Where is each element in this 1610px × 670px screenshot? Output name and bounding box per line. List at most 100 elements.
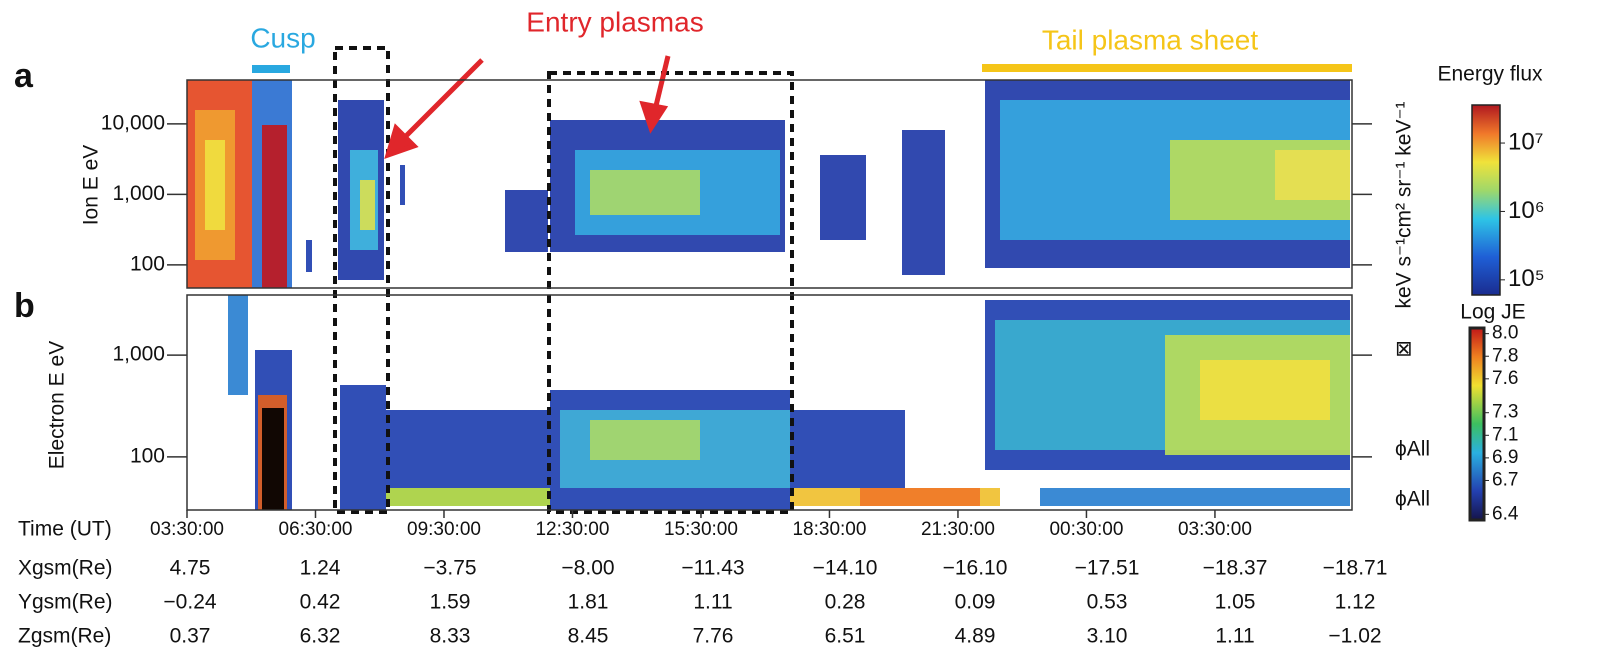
- colorbar-tick-label: 10⁷: [1508, 128, 1543, 155]
- spectrogram-patch: [306, 240, 312, 272]
- ephemeris-value: 0.28: [825, 591, 866, 614]
- ephemeris-value: 0.09: [955, 591, 996, 614]
- y-axis-label: Ion E eV: [80, 145, 103, 226]
- x-tick-label: 06:30:00: [279, 519, 353, 540]
- spectrogram-patch: [386, 410, 550, 488]
- spectrogram-patch: [262, 125, 287, 288]
- ephemeris-value: 0.42: [300, 591, 341, 614]
- y-tick-label: 1,000: [112, 343, 165, 366]
- ephemeris-value: 1.81: [568, 591, 609, 614]
- ephemeris-value: 0.53: [1087, 591, 1128, 614]
- spectrogram-patch: [205, 140, 225, 230]
- x-tick-label: 00:30:00: [1049, 519, 1123, 540]
- ephemeris-value: 1.24: [300, 557, 341, 580]
- spectrogram-patch: [860, 488, 980, 506]
- annotation: Entry plasmas: [526, 6, 703, 37]
- panel-label: b: [14, 287, 35, 325]
- arrows: [384, 55, 671, 159]
- ephemeris-value: 6.32: [300, 625, 341, 648]
- ephemeris-value: 6.51: [825, 625, 866, 648]
- ephemeris-value: 1.12: [1335, 591, 1376, 614]
- ephemeris-value: −0.24: [163, 591, 216, 614]
- y-axis-label: Electron E eV: [46, 341, 69, 469]
- ephemeris-value: 4.75: [170, 557, 211, 580]
- dashed-box: [547, 71, 794, 514]
- plot-frame: [186, 294, 1353, 511]
- colorbar-tick-label: 6.7: [1492, 469, 1518, 490]
- side-label: ϕAll: [1395, 488, 1430, 511]
- ephemeris-value: 8.33: [430, 625, 471, 648]
- colorbar-title: Energy flux: [1437, 63, 1543, 86]
- cusp-bar: [252, 65, 290, 73]
- ephemeris-value: 1.05: [1215, 591, 1256, 614]
- x-tick-label: 03:30:00: [150, 519, 224, 540]
- colorbar-tick-label: 7.6: [1492, 368, 1518, 389]
- side-label: ⊠: [1395, 338, 1413, 361]
- colorbar-tick-label: 6.4: [1492, 503, 1519, 524]
- panel-label: a: [14, 57, 34, 95]
- colorbar-tick-label: 8.0: [1492, 323, 1518, 344]
- x-axis-label: Time (UT): [18, 518, 112, 541]
- ephemeris-label: Xgsm(Re): [18, 557, 113, 580]
- colorbar-tick-label: 10⁶: [1508, 197, 1545, 224]
- x-tick-label: 09:30:00: [407, 519, 481, 540]
- dashed-box: [333, 46, 390, 514]
- spectrogram-patch: [820, 155, 866, 240]
- spectrogram-patch: [505, 190, 548, 252]
- ephemeris-label: Zgsm(Re): [18, 625, 111, 648]
- x-tick-label: 15:30:00: [664, 519, 738, 540]
- spectrogram-patch: [360, 180, 375, 230]
- ephemeris-value: 8.45: [568, 625, 609, 648]
- spectrogram-patch: [1275, 150, 1350, 200]
- ephemeris-value: 0.37: [170, 625, 211, 648]
- spectrogram-patch: [1040, 488, 1350, 506]
- ephemeris-value: −14.10: [813, 557, 878, 580]
- y-tick-label: 10,000: [101, 111, 165, 134]
- spectrogram-patch: [262, 408, 284, 510]
- side-label: ϕAll: [1395, 438, 1430, 461]
- colorbar: [1471, 104, 1501, 296]
- ephemeris-value: 1.59: [430, 591, 471, 614]
- colorbar-tick-label: 10⁵: [1508, 265, 1545, 292]
- spectrogram-patch: [400, 165, 405, 205]
- ephemeris-value: 1.11: [693, 591, 732, 614]
- x-tick-label: 12:30:00: [535, 519, 609, 540]
- spectrogram-patch: [902, 130, 945, 275]
- spectrogram-patch: [590, 420, 700, 460]
- ephemeris-value: −3.75: [423, 557, 476, 580]
- spectrogram-patch: [386, 488, 550, 506]
- colorbar-title: Log JE: [1460, 301, 1525, 324]
- x-tick-label: 03:30:00: [1178, 519, 1252, 540]
- ephemeris-value: −18.37: [1203, 557, 1268, 580]
- y-tick-label: 100: [130, 252, 165, 275]
- ephemeris-value: −8.00: [561, 557, 614, 580]
- colorbar-tick-label: 7.3: [1492, 402, 1518, 423]
- colorbar: [1468, 326, 1486, 522]
- spectrogram-patch: [340, 385, 386, 510]
- tail-bar: [982, 64, 1352, 72]
- ephemeris-value: 3.10: [1087, 625, 1128, 648]
- x-tick-label: 21:30:00: [921, 519, 995, 540]
- ephemeris-label: Ygsm(Re): [18, 591, 113, 614]
- spectrogram-patch: [590, 170, 700, 215]
- x-tick-label: 18:30:00: [792, 519, 866, 540]
- colorbar-tick-label: 7.8: [1492, 345, 1518, 366]
- ephemeris-value: 7.76: [693, 625, 734, 648]
- ephemeris-value: −18.71: [1323, 557, 1388, 580]
- plot-frame: [186, 79, 1353, 289]
- spectrogram-patch: [1200, 360, 1330, 420]
- ephemeris-value: −1.02: [1328, 625, 1381, 648]
- ephemeris-value: −16.10: [943, 557, 1008, 580]
- ephemeris-value: −11.43: [681, 557, 744, 580]
- annotation: Tail plasma sheet: [1042, 24, 1259, 55]
- colorbar-tick-label: 7.1: [1492, 424, 1518, 445]
- colorbar-tick-label: 6.9: [1492, 447, 1518, 468]
- y-tick-label: 1,000: [112, 182, 165, 205]
- spectrogram-patch: [228, 295, 248, 395]
- annotation: Cusp: [250, 22, 315, 53]
- y-tick-label: 100: [130, 444, 165, 467]
- ephemeris-value: 1.11: [1215, 625, 1254, 648]
- colorbar-unit: keV s⁻¹cm² sr⁻¹ keV⁻¹: [1393, 101, 1416, 308]
- ephemeris-value: −17.51: [1075, 557, 1140, 580]
